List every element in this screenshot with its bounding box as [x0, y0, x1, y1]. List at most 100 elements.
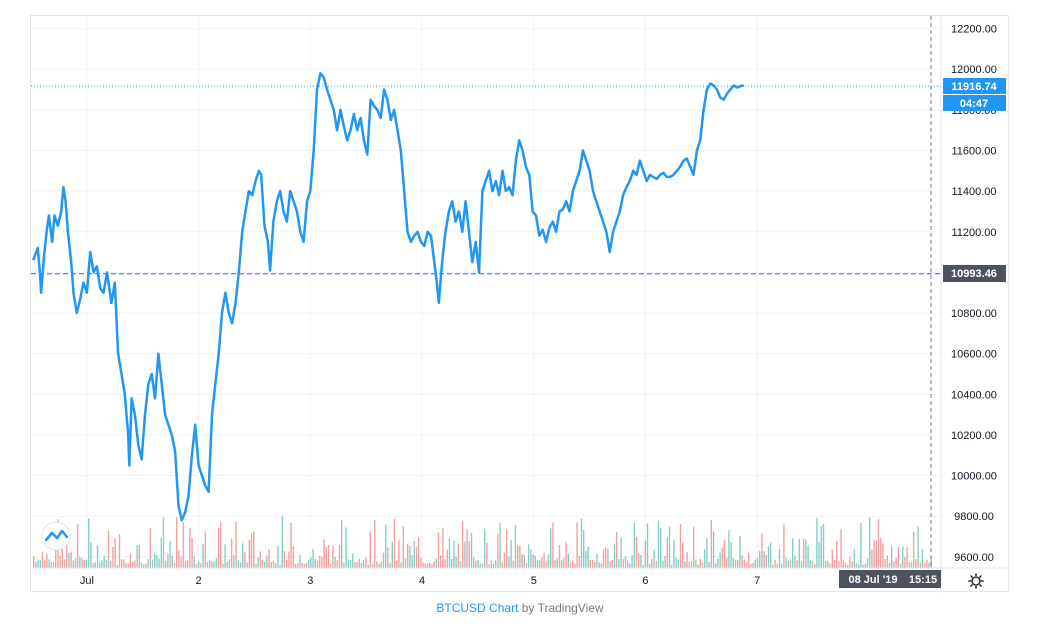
volume-bar [924, 563, 926, 568]
volume-bar [752, 562, 754, 568]
volume-bar [301, 562, 303, 568]
volume-bar [607, 548, 609, 568]
volume-histogram [33, 515, 932, 568]
volume-bar [583, 529, 585, 568]
volume-bar [147, 558, 149, 568]
x-tick-label: Jul [80, 575, 94, 587]
volume-bar [717, 558, 719, 568]
y-tick-label: 10000.00 [951, 471, 997, 483]
volume-bar [695, 559, 697, 568]
volume-bar [673, 539, 675, 568]
volume-bar [616, 531, 618, 568]
volume-bar [231, 538, 233, 568]
volume-bar [105, 559, 107, 568]
volume-bar [660, 528, 662, 568]
volume-bar [281, 515, 283, 568]
y-tick-label: 11600.00 [951, 145, 996, 157]
volume-bar [176, 517, 178, 568]
last-price-label: 11916.74 [951, 81, 997, 93]
volume-bar [393, 518, 396, 568]
volume-bar [836, 541, 838, 568]
volume-bar [107, 531, 110, 568]
volume-bar [279, 564, 281, 568]
volume-bar [594, 561, 596, 568]
volume-bar [314, 558, 316, 568]
volume-bar [649, 563, 651, 568]
volume-bar [858, 564, 860, 568]
volume-bar [684, 561, 686, 568]
volume-bar [750, 563, 752, 568]
tradingview-link[interactable]: TradingView [537, 601, 604, 615]
volume-bar [99, 562, 101, 568]
volume-bar [838, 560, 840, 568]
volume-bar [442, 527, 444, 568]
volume-bar [574, 563, 576, 568]
volume-bar [565, 541, 567, 568]
volume-bar [437, 532, 440, 568]
volume-bar [136, 544, 138, 568]
volume-bar [759, 551, 761, 568]
volume-bar [486, 542, 488, 568]
volume-bar [261, 559, 264, 568]
gear-icon[interactable] [968, 573, 984, 589]
volume-bar [61, 542, 63, 568]
volume-bar [85, 559, 88, 568]
ref-price-badge: 10993.46 [943, 265, 1006, 282]
volume-bar [822, 523, 825, 568]
volume-bar [897, 547, 899, 568]
volume-bar [882, 543, 884, 568]
volume-bar [785, 557, 787, 568]
volume-bar [723, 539, 726, 568]
volume-bar [277, 545, 279, 568]
volume-bar [365, 557, 367, 568]
time-axis[interactable]: Jul 2 3 4 5 6 7 [80, 575, 760, 587]
volume-bar [297, 563, 299, 568]
volume-bar [327, 545, 330, 568]
volume-bar [158, 558, 160, 568]
volume-bar [134, 560, 136, 568]
volume-bar [330, 563, 332, 568]
volume-bar [286, 559, 288, 568]
chart-frame[interactable]: 9600.00 9800.00 10000.00 10200.00 10400.00 10… [30, 15, 1010, 593]
volume-bar [842, 559, 844, 568]
volume-bar [554, 560, 556, 568]
volume-bar [539, 560, 541, 568]
chart-svg[interactable]: 9600.00 9800.00 10000.00 10200.00 10400.00 10… [31, 16, 1010, 593]
volume-bar [640, 555, 642, 568]
volume-bar [503, 552, 506, 568]
volume-bar [444, 559, 446, 568]
volume-bar [398, 540, 400, 568]
volume-bar [182, 522, 184, 568]
volume-bar [255, 564, 257, 568]
volume-bar [68, 552, 70, 568]
volume-bar [283, 551, 286, 568]
volume-bar [706, 537, 708, 568]
volume-bar [270, 562, 272, 568]
volume-bar [833, 560, 836, 568]
volume-bar [116, 564, 118, 568]
volume-bar [816, 518, 818, 568]
volume-bar [429, 562, 431, 568]
symbol-chart-link[interactable]: BTCUSD Chart [436, 601, 519, 615]
volume-bar [776, 563, 778, 568]
volume-bar [618, 559, 620, 568]
volume-bar [737, 559, 739, 568]
volume-bar [547, 554, 550, 568]
volume-bar [352, 553, 354, 568]
volume-bar [728, 530, 730, 568]
volume-bar [613, 544, 616, 568]
tradingview-logo-icon[interactable] [41, 521, 71, 551]
volume-bar [305, 562, 308, 568]
volume-bar [101, 560, 103, 568]
volume-bar [39, 560, 41, 568]
volume-bar [904, 557, 906, 568]
volume-bar [598, 562, 600, 568]
volume-bar [248, 540, 250, 568]
volume-bar [675, 557, 677, 568]
volume-bar [235, 521, 237, 568]
volume-bar [290, 522, 292, 568]
volume-bar [154, 553, 156, 568]
volume-bar [523, 554, 525, 568]
volume-bar [605, 547, 607, 568]
volume-bar [343, 562, 345, 568]
